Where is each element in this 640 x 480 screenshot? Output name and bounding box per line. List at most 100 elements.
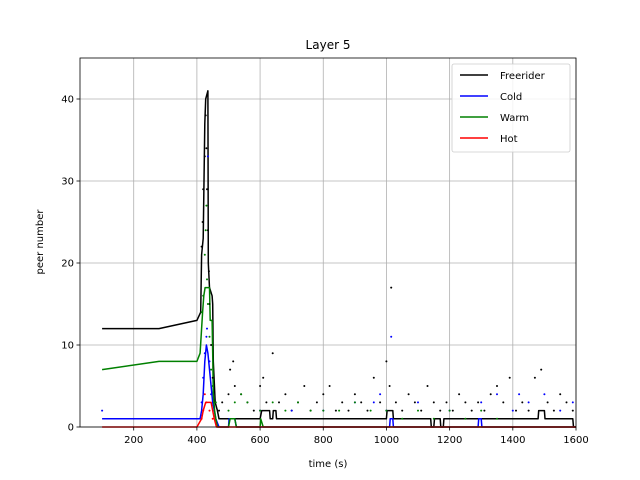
point-freerider	[360, 401, 363, 404]
point-freerider	[229, 368, 232, 371]
point-warm	[496, 417, 498, 420]
series-line-hot	[102, 401, 576, 428]
point-cold	[206, 155, 209, 158]
point-freerider	[379, 401, 382, 404]
point-cold	[480, 401, 483, 404]
point-cold	[543, 393, 546, 396]
point-freerider	[464, 401, 467, 404]
point-warm	[205, 204, 208, 207]
point-freerider	[206, 188, 208, 191]
point-warm	[208, 335, 211, 338]
point-freerider	[284, 393, 287, 396]
point-freerider	[426, 385, 429, 387]
y-tick-label: 30	[61, 177, 74, 188]
point-freerider	[527, 409, 530, 412]
point-freerider	[353, 393, 356, 396]
point-warm	[309, 409, 312, 412]
series-line-cold	[102, 344, 576, 428]
point-freerider	[559, 393, 562, 396]
point-freerider	[420, 409, 423, 412]
legend-label-warm: Warm	[500, 113, 529, 124]
point-warm	[210, 368, 213, 371]
y-axis-label: peer number	[35, 209, 46, 275]
point-freerider	[200, 245, 203, 248]
point-freerider	[211, 376, 214, 379]
point-cold	[559, 409, 562, 412]
point-freerider	[328, 385, 331, 387]
point-cold	[417, 401, 419, 404]
point-warm	[297, 401, 299, 404]
point-cold	[390, 335, 393, 338]
point-warm	[233, 401, 236, 404]
point-freerider	[203, 155, 206, 158]
point-cold	[518, 393, 521, 396]
point-cold	[496, 393, 498, 396]
point-warm	[480, 409, 483, 412]
point-cold	[206, 327, 208, 330]
y-tick-label: 20	[61, 259, 74, 270]
x-axis: 200 400 600 800 1000 1200 1400 1600	[124, 427, 589, 446]
point-warm	[206, 278, 208, 281]
point-cold	[379, 393, 382, 396]
x-tick-label: 1600	[563, 435, 588, 446]
point-cold	[203, 352, 206, 355]
point-freerider	[341, 401, 344, 404]
point-warm	[322, 409, 325, 412]
point-freerider	[451, 409, 454, 412]
point-warm	[227, 409, 230, 412]
point-freerider	[533, 376, 536, 379]
point-cold	[511, 409, 514, 412]
point-warm	[203, 253, 206, 256]
point-freerider	[489, 393, 492, 396]
point-cold	[200, 401, 203, 404]
point-warm	[206, 303, 209, 305]
point-warm	[369, 409, 372, 412]
point-cold	[208, 360, 211, 363]
legend-label-freerider: Freerider	[500, 71, 546, 82]
point-freerider	[502, 401, 505, 404]
point-freerider	[210, 344, 213, 346]
x-tick-label: 800	[314, 435, 333, 446]
chart-title: Layer 5	[306, 38, 351, 52]
point-freerider	[322, 393, 325, 396]
point-freerider	[271, 352, 274, 355]
point-freerider	[540, 368, 543, 371]
point-freerider	[390, 286, 393, 289]
point-warm	[246, 401, 249, 404]
point-warm	[240, 393, 243, 396]
point-freerider	[201, 221, 204, 223]
point-freerider	[252, 409, 255, 412]
point-warm	[271, 401, 274, 404]
x-tick-label: 200	[124, 435, 143, 446]
x-tick-label: 1000	[374, 435, 399, 446]
point-freerider	[508, 376, 511, 379]
point-warm	[211, 385, 214, 387]
point-hot	[208, 409, 211, 412]
point-warm	[204, 229, 207, 232]
point-hot	[205, 401, 208, 404]
y-tick-label: 0	[68, 423, 74, 434]
point-cold	[210, 393, 213, 396]
point-cold	[290, 409, 293, 412]
point-freerider	[407, 393, 410, 396]
point-freerider	[221, 401, 224, 404]
point-freerider	[458, 393, 461, 396]
point-freerider	[565, 401, 568, 404]
x-tick-label: 1200	[437, 435, 462, 446]
point-warm	[432, 417, 435, 420]
point-cold	[101, 409, 104, 412]
y-tick-label: 10	[61, 341, 74, 352]
point-freerider	[445, 401, 448, 404]
series-line-warm	[101, 286, 576, 428]
point-freerider	[232, 360, 235, 363]
point-freerider	[208, 303, 211, 305]
point-freerider	[278, 401, 280, 404]
point-hot	[211, 417, 214, 420]
series-line-freerider	[102, 90, 576, 428]
x-tick-label: 600	[251, 435, 270, 446]
x-tick-label: 1400	[500, 435, 525, 446]
point-freerider	[218, 409, 220, 412]
point-warm	[417, 409, 419, 412]
scatter-points	[101, 114, 574, 420]
point-warm	[448, 409, 451, 412]
